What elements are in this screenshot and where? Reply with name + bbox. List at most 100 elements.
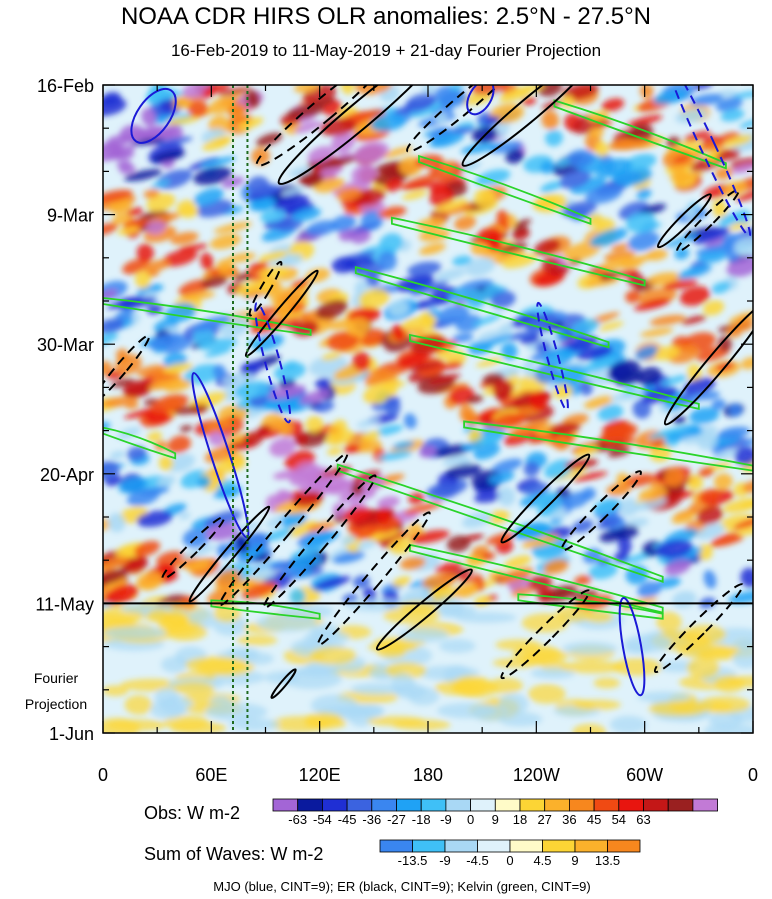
colorbar-level-label: 0 xyxy=(506,853,513,868)
olr-anomaly-cell xyxy=(740,500,753,511)
olr-anomaly-cell xyxy=(305,268,331,283)
waves-colorbar: -13.5 -9 -4.5 0 4.5 9 13.5 xyxy=(379,839,641,868)
colorbar-level-label: 18 xyxy=(513,812,527,827)
olr-anomaly-cell xyxy=(550,365,589,385)
olr-anomaly-cell xyxy=(607,446,631,458)
olr-anomaly-cell xyxy=(179,206,199,219)
olr-anomaly-cell xyxy=(625,517,649,528)
olr-anomaly-cell xyxy=(348,109,385,126)
olr-anomaly-field xyxy=(103,85,753,733)
kelvin-contour xyxy=(409,333,700,411)
olr-anomaly-cell xyxy=(332,551,365,564)
olr-anomaly-cell xyxy=(650,440,666,449)
olr-anomaly-cell xyxy=(234,381,270,399)
projection-anomaly-cell xyxy=(593,677,620,689)
olr-anomaly-cell xyxy=(115,310,134,321)
olr-anomaly-cell xyxy=(624,153,657,171)
olr-anomaly-cell xyxy=(739,119,753,129)
colorbar-swatch xyxy=(574,839,608,853)
olr-anomaly-cell xyxy=(136,510,173,528)
projection-anomaly-cell xyxy=(530,667,576,679)
olr-anomaly-cell xyxy=(422,573,458,589)
projection-anomaly-cell xyxy=(205,702,268,721)
olr-anomaly-cell xyxy=(303,531,341,546)
olr-anomaly-cell xyxy=(103,92,122,106)
olr-anomaly-cell xyxy=(475,169,511,186)
olr-anomaly-cell xyxy=(352,351,371,371)
kelvin-contour xyxy=(418,154,592,226)
olr-anomaly-cell xyxy=(419,445,437,458)
olr-anomaly-cell xyxy=(698,467,715,478)
olr-anomaly-cell xyxy=(235,280,274,296)
olr-anomaly-cell xyxy=(540,160,555,174)
olr-anomaly-cell xyxy=(351,230,371,244)
reference-longitude-lines xyxy=(232,85,249,733)
chart-title: NOAA CDR HIRS OLR anomalies: 2.5°N - 27.… xyxy=(121,3,651,30)
olr-anomaly-cell xyxy=(118,477,149,494)
olr-anomaly-cell xyxy=(294,120,322,134)
projection-anomaly-cell xyxy=(106,719,167,731)
mjo-contour xyxy=(536,301,569,412)
projection-anomaly-cell xyxy=(385,662,427,679)
projection-anomaly-cell xyxy=(439,639,476,653)
olr-anomaly-cell xyxy=(659,375,688,387)
olr-anomaly-cell xyxy=(664,467,684,487)
olr-anomaly-cell xyxy=(579,357,616,374)
olr-anomaly-cell xyxy=(271,561,288,569)
olr-anomaly-cell xyxy=(711,446,745,461)
olr-anomaly-cell xyxy=(693,226,731,245)
olr-anomaly-cell xyxy=(165,123,183,142)
olr-anomaly-cell xyxy=(131,125,162,137)
olr-anomaly-cell xyxy=(364,371,401,387)
waves-colorbar-label: Sum of Waves: W m-2 xyxy=(144,844,323,864)
olr-anomaly-cell xyxy=(143,188,160,199)
olr-anomaly-cell xyxy=(723,134,753,147)
er-contour xyxy=(255,85,391,167)
olr-anomaly-cell xyxy=(649,314,686,326)
kelvin-contour xyxy=(409,543,664,614)
olr-anomaly-cell xyxy=(648,426,687,439)
colorbar-swatch xyxy=(272,798,299,812)
olr-anomaly-cell xyxy=(202,136,232,151)
er-contour xyxy=(500,589,591,680)
olr-anomaly-cell xyxy=(235,534,249,553)
er-contour xyxy=(653,583,744,674)
olr-anomaly-cell xyxy=(403,181,441,190)
olr-anomaly-cell xyxy=(625,212,656,233)
olr-anomaly-cell xyxy=(434,198,469,213)
olr-anomaly-cell xyxy=(377,251,397,271)
olr-anomaly-cell xyxy=(442,203,474,216)
kelvin-contour xyxy=(463,420,753,472)
olr-anomaly-cell xyxy=(600,256,633,272)
projection-anomaly-cell xyxy=(572,699,621,710)
olr-anomaly-cell xyxy=(475,357,503,368)
olr-anomaly-cell xyxy=(288,555,322,570)
olr-anomaly-cell xyxy=(291,207,322,222)
plot-area: 16-Feb 9-Mar 30-Mar 20-Apr 11-May 1-Jun 0 60E 1… xyxy=(35,76,758,785)
olr-anomaly-cell xyxy=(197,475,211,489)
olr-anomaly-cell xyxy=(183,364,222,385)
er-contour xyxy=(663,299,753,426)
projection-anomaly-cell xyxy=(610,715,648,733)
olr-anomaly-cell xyxy=(204,347,232,358)
olr-anomaly-cell xyxy=(245,90,261,108)
colorbar-level-label: 27 xyxy=(537,812,551,827)
olr-anomaly-cell xyxy=(548,422,581,436)
olr-anomaly-cell xyxy=(593,498,621,515)
projection-anomaly-cell xyxy=(294,665,341,678)
er-contour xyxy=(461,85,597,167)
olr-anomaly-cell xyxy=(596,518,620,530)
olr-anomaly-cell xyxy=(398,351,431,368)
olr-anomaly-cell xyxy=(299,389,331,405)
olr-anomaly-cell xyxy=(325,429,354,446)
projection-anomaly-cell xyxy=(471,704,509,722)
x-tick-label: 0 xyxy=(98,765,108,785)
olr-anomaly-cell xyxy=(732,90,753,99)
projection-anomaly-cell xyxy=(612,658,663,676)
olr-anomaly-cell xyxy=(345,317,370,336)
projection-anomaly-cell xyxy=(727,675,753,688)
wave-contours xyxy=(103,85,753,699)
olr-anomaly-cell xyxy=(610,390,645,402)
olr-anomaly-cell xyxy=(729,403,742,417)
olr-anomaly-cell xyxy=(142,486,170,496)
